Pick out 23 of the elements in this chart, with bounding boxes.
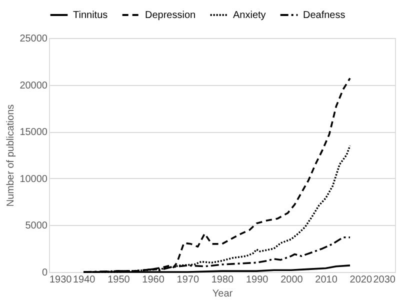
y-tick-label: 10000 <box>20 174 48 185</box>
y-tick-label: 5000 <box>25 220 48 232</box>
x-axis-title: Year <box>212 288 234 300</box>
x-tick-label: 1970 <box>176 274 200 286</box>
x-tick-label: 2000 <box>280 274 304 286</box>
x-tick-label: 1990 <box>246 274 269 286</box>
legend-label: Depression <box>145 10 196 21</box>
x-tick-label: 1980 <box>211 274 234 286</box>
y-tick-label: 15000 <box>20 127 48 138</box>
x-tick-label: 1950 <box>108 274 130 286</box>
legend-label: Tinnitus <box>73 10 108 21</box>
y-tick-label: 25000 <box>20 34 48 44</box>
x-tick-label: 2030 <box>373 274 396 286</box>
x-tick-label: 1930 <box>50 274 72 286</box>
x-tick-label: 2020 <box>350 274 372 286</box>
x-tick-label: 2010 <box>315 274 338 286</box>
y-axis-title: Number of publications <box>6 104 17 207</box>
y-tick-label: 0 <box>42 268 48 278</box>
legend-label: Anxiety <box>233 10 266 21</box>
legend-label: Deafness <box>303 10 346 21</box>
y-tick-label: 20000 <box>20 80 48 92</box>
x-tick-label: 1940 <box>72 274 96 286</box>
x-tick-label: 1960 <box>142 274 165 286</box>
